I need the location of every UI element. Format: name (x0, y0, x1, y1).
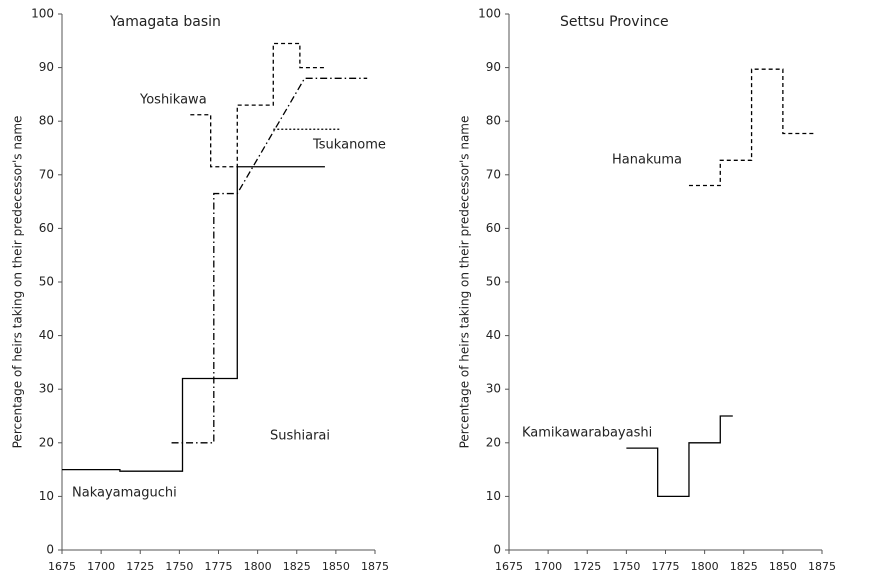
chart-title: Yamagata basin (109, 14, 221, 30)
x-tick-label: 1775 (652, 560, 680, 573)
y-tick-label: 30 (486, 382, 501, 396)
y-tick-label: 40 (39, 328, 54, 342)
series-label: Tsukanome (312, 138, 386, 153)
x-tick-label: 1725 (573, 560, 601, 573)
y-tick-label: 60 (39, 221, 54, 235)
y-tick-label: 10 (39, 489, 54, 503)
x-tick-label: 1775 (205, 560, 233, 573)
x-tick-label: 1750 (612, 560, 640, 573)
x-tick-label: 1875 (808, 560, 836, 573)
y-tick-label: 80 (39, 114, 54, 128)
x-tick-label: 1800 (691, 560, 719, 573)
y-tick-label: 70 (486, 167, 501, 181)
y-tick-label: 50 (486, 275, 501, 289)
y-tick-label: 40 (486, 328, 501, 342)
y-tick-label: 100 (478, 7, 501, 21)
y-tick-label: 0 (46, 543, 54, 557)
x-tick-label: 1750 (165, 560, 193, 573)
step-line (688, 68, 815, 187)
x-tick-label: 1675 (48, 560, 76, 573)
x-tick-label: 1675 (495, 560, 523, 573)
series-label: Nakayamaguchi (72, 486, 177, 501)
series-label: Yoshikawa (139, 93, 207, 108)
y-tick-label: 50 (39, 275, 54, 289)
y-tick-label: 20 (39, 435, 54, 449)
y-axis-title: Percentage of heirs taking on their pred… (11, 116, 25, 449)
x-tick-label: 1850 (769, 560, 797, 573)
x-tick-label: 1700 (87, 560, 115, 573)
y-tick-label: 0 (493, 543, 501, 557)
series-label: Hanakuma (612, 153, 682, 168)
y-axis-title: Percentage of heirs taking on their pred… (458, 116, 472, 449)
x-tick-label: 1825 (283, 560, 311, 573)
y-tick-label: 80 (486, 114, 501, 128)
y-tick-label: 30 (39, 382, 54, 396)
step-line (190, 42, 325, 168)
series-label: Sushiarai (270, 429, 330, 444)
chart-title: Settsu Province (560, 14, 669, 30)
x-tick-label: 1825 (730, 560, 758, 573)
step-line (171, 77, 368, 444)
x-tick-label: 1850 (322, 560, 350, 573)
x-tick-label: 1875 (361, 560, 389, 573)
x-tick-label: 1725 (126, 560, 154, 573)
series-label: Kamikawarabayashi (522, 426, 652, 441)
y-tick-label: 70 (39, 167, 54, 181)
y-tick-label: 100 (31, 7, 54, 21)
y-tick-label: 20 (486, 435, 501, 449)
x-tick-label: 1700 (534, 560, 562, 573)
step-line (62, 166, 325, 472)
y-tick-label: 90 (486, 60, 501, 74)
y-tick-label: 90 (39, 60, 54, 74)
x-tick-label: 1800 (244, 560, 272, 573)
y-tick-label: 60 (486, 221, 501, 235)
y-tick-label: 10 (486, 489, 501, 503)
step-line (626, 415, 733, 498)
